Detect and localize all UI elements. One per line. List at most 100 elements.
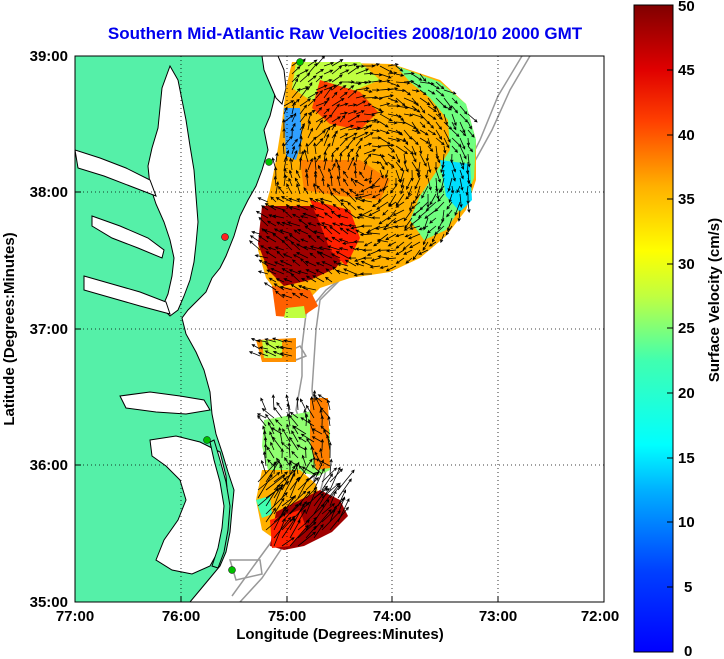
current-vector-arrow (445, 225, 453, 236)
current-vector-arrow (291, 101, 296, 115)
current-vector-arrow (312, 394, 323, 403)
current-vector-arrow (411, 145, 417, 156)
y-axis-label: Latitude (Degrees:Minutes) (1, 232, 18, 425)
current-vector-arrow (257, 197, 269, 203)
current-vector-arrow (313, 487, 330, 515)
current-vector-arrow (363, 153, 372, 163)
current-vector-arrow (359, 232, 373, 237)
current-vector-arrow (427, 145, 434, 152)
current-vector-arrow (309, 245, 325, 251)
current-vector-arrow (392, 217, 405, 224)
current-vector-arrow (403, 225, 413, 231)
current-vector-arrow (345, 228, 357, 235)
current-vector-arrow (307, 234, 317, 243)
current-vector-arrow (467, 121, 472, 130)
current-vector-arrow (427, 121, 435, 129)
current-vector-arrow (261, 408, 275, 419)
current-vector-arrow (363, 89, 373, 93)
current-vector-arrow (376, 201, 389, 210)
current-vector-arrow (371, 120, 381, 124)
x-tick-label: 75:00 (268, 608, 306, 625)
current-vector-arrow (347, 136, 356, 147)
current-vector-arrow (257, 471, 281, 491)
current-vector-arrow (273, 477, 287, 491)
current-vector-arrow (411, 137, 419, 146)
current-vector-arrow (297, 521, 317, 539)
current-vector-arrow (395, 73, 405, 77)
current-vector-arrow (331, 236, 341, 243)
field-cyan-east (440, 160, 472, 212)
colorbar-tick-label: 20 (678, 385, 695, 402)
current-vector-arrow (338, 247, 349, 251)
current-vector-arrow (323, 62, 335, 67)
current-vector-arrow (291, 88, 301, 99)
current-vector-arrow (347, 126, 361, 131)
current-vector-arrow (289, 461, 300, 483)
current-vector-arrow (315, 214, 325, 219)
current-vector-arrow (395, 201, 405, 208)
current-vector-arrow (266, 446, 275, 459)
current-vector-arrow (257, 473, 273, 499)
current-vector-arrow (295, 396, 300, 411)
current-vector-arrow (340, 202, 349, 211)
current-vector-arrow (265, 507, 277, 523)
current-vector-arrow (363, 118, 378, 123)
current-vector-arrow (275, 278, 285, 283)
current-vector-arrow (385, 233, 397, 241)
current-vector-arrow (301, 466, 315, 475)
current-vector-arrow (467, 129, 475, 138)
current-vector-arrow (266, 220, 277, 227)
current-vector-arrow (289, 524, 309, 547)
x-tick-label: 77:00 (56, 608, 94, 625)
current-vector-arrow (323, 114, 333, 123)
current-vector-arrow (459, 169, 464, 180)
current-vector-arrow (331, 97, 345, 107)
current-vector-arrow (354, 197, 365, 203)
current-vector-arrow (288, 269, 301, 275)
current-vector-arrow (257, 461, 278, 483)
y-tick-label: 35:00 (30, 594, 68, 611)
current-vector-arrow (320, 425, 331, 435)
current-vector-arrow (260, 245, 269, 251)
current-vector-arrow (331, 162, 336, 171)
current-vector-arrow (296, 198, 309, 203)
current-vector-arrow (315, 90, 323, 99)
x-axis-label: Longitude (Degrees:Minutes) (236, 626, 444, 643)
current-vector-arrow (323, 212, 333, 219)
current-vector-arrow (388, 201, 397, 207)
field-yellow-south (284, 306, 306, 318)
current-vector-arrow (302, 212, 317, 219)
current-vector-arrow (327, 415, 331, 427)
current-vector-arrow (265, 513, 286, 531)
current-vector-arrow (331, 116, 341, 123)
current-vector-arrow (313, 230, 325, 235)
current-vector-arrow (327, 245, 341, 251)
current-vector-arrow (459, 113, 469, 123)
current-vector-arrow (254, 254, 269, 259)
current-vector-arrow (259, 346, 269, 350)
current-vector-arrow (427, 113, 437, 120)
current-vector-arrow (409, 241, 421, 249)
current-vector-arrow (307, 59, 318, 67)
current-vector-arrow (425, 153, 430, 162)
current-vector-arrow (282, 253, 293, 259)
current-vector-arrow (411, 105, 421, 113)
current-vector-arrow (342, 170, 349, 179)
current-vector-arrow (339, 145, 350, 155)
current-vector-arrow (257, 270, 269, 275)
current-vector-arrow (395, 113, 405, 121)
current-vector-arrow (405, 193, 413, 200)
current-vector-arrow (376, 248, 389, 252)
current-vector-arrow (412, 209, 421, 217)
current-vector-arrow (326, 434, 331, 451)
current-vector-arrow (371, 144, 382, 149)
current-vector-arrow (273, 497, 285, 515)
current-vector-arrow (451, 169, 456, 182)
current-vector-arrow (331, 91, 338, 99)
current-vector-arrow (307, 91, 319, 99)
current-vector-arrow (257, 415, 267, 427)
current-vector-arrow (403, 209, 413, 222)
current-vector-arrow (360, 224, 373, 228)
current-vector-arrow (355, 100, 367, 107)
current-vector-arrow (335, 251, 349, 259)
